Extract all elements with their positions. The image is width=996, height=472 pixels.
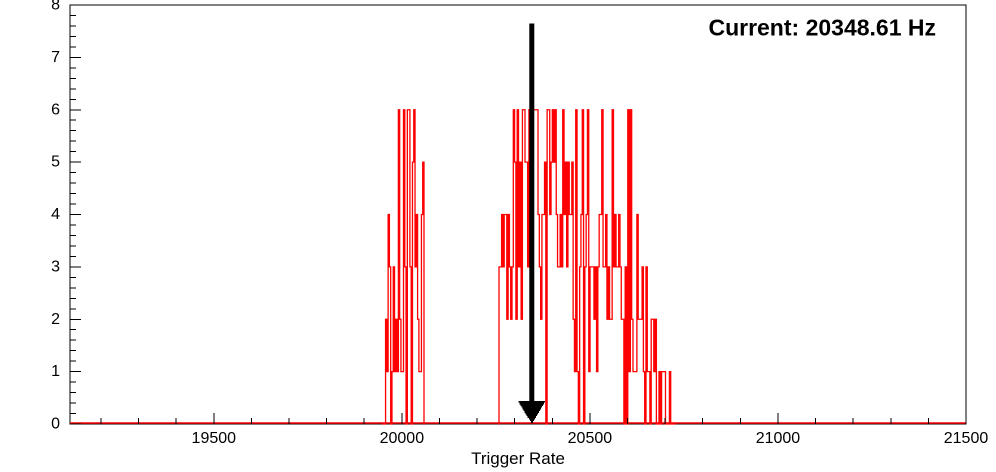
- svg-text:4: 4: [51, 206, 60, 223]
- svg-text:7: 7: [51, 49, 60, 66]
- svg-text:21500: 21500: [944, 430, 989, 447]
- svg-text:19500: 19500: [192, 430, 237, 447]
- svg-text:8: 8: [51, 0, 60, 14]
- svg-text:20500: 20500: [568, 430, 613, 447]
- svg-text:2: 2: [51, 311, 60, 328]
- svg-text:5: 5: [51, 154, 60, 171]
- svg-text:1: 1: [51, 363, 60, 380]
- svg-text:20000: 20000: [380, 430, 425, 447]
- svg-text:6: 6: [51, 101, 60, 118]
- svg-text:Current: 20348.61 Hz: Current: 20348.61 Hz: [708, 15, 936, 41]
- svg-text:21000: 21000: [756, 430, 801, 447]
- svg-text:0: 0: [51, 416, 60, 433]
- svg-text:Trigger Rate: Trigger Rate: [471, 449, 565, 468]
- svg-text:3: 3: [51, 258, 60, 275]
